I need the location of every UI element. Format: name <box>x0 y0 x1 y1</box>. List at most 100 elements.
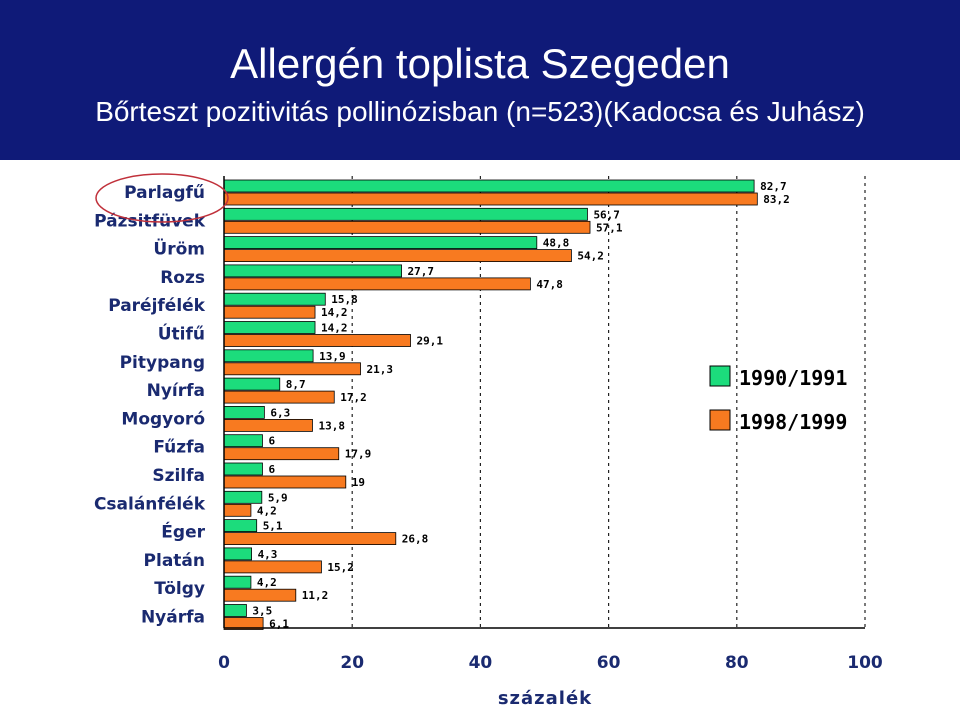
bar-value-label: 15,8 <box>331 293 358 306</box>
highlight <box>95 173 229 223</box>
bar-value-label: 4,2 <box>257 576 277 589</box>
bar <box>223 305 316 319</box>
bar-value-label: 56,7 <box>593 208 620 221</box>
category-label: Csalánfélék <box>94 494 206 514</box>
bar <box>223 377 281 391</box>
grid-lines <box>351 176 866 628</box>
bar <box>223 236 538 250</box>
bar-value-label: 6 <box>268 463 275 476</box>
bar <box>223 179 755 193</box>
bar <box>223 292 326 306</box>
bar-value-label: 29,1 <box>417 335 444 348</box>
category-labels: ParlagfűPázsitfüvekÜrömRozsParéjfélékÚti… <box>94 183 206 628</box>
legend-label: 1998/1999 <box>739 410 847 434</box>
bar-value-label: 48,8 <box>543 237 570 250</box>
x-axis: 0 20 40 60 80 100 százalék <box>218 176 883 709</box>
bar-value-label: 83,2 <box>763 193 790 206</box>
category-label: Mogyoró <box>121 409 205 429</box>
bar <box>223 334 411 347</box>
bar <box>223 349 314 363</box>
category-label: Szilfa <box>152 466 205 486</box>
category-label: Üröm <box>153 238 205 260</box>
bar-value-label: 47,8 <box>536 278 563 291</box>
bar <box>223 560 322 574</box>
bar-value-label: 13,9 <box>319 350 346 363</box>
category-label: Nyírfa <box>147 381 205 401</box>
legend-swatch <box>709 365 731 387</box>
bar <box>223 249 572 263</box>
x-axis-title: százalék <box>498 688 592 709</box>
category-label: Tölgy <box>154 579 205 599</box>
bar-value-label: 6 <box>268 435 275 448</box>
bar <box>223 192 758 206</box>
bar <box>223 475 347 489</box>
bar-value-labels: 82,783,256,757,148,854,227,747,815,814,2… <box>252 180 789 631</box>
bar <box>223 434 263 448</box>
bar-value-label: 5,1 <box>263 520 283 533</box>
bar-chart: 82,783,256,757,148,854,227,747,815,814,2… <box>94 173 883 709</box>
category-label: Nyárfa <box>141 608 205 628</box>
bar-value-label: 27,7 <box>408 265 435 278</box>
bar-value-label: 21,3 <box>367 363 394 376</box>
bar-value-label: 6,3 <box>270 406 290 419</box>
bar-value-label: 14,2 <box>321 322 348 335</box>
x-tick-label: 20 <box>340 653 364 673</box>
bar <box>223 207 588 221</box>
bar-value-label: 26,8 <box>402 533 429 546</box>
category-label: Pitypang <box>120 353 205 373</box>
bar <box>223 575 252 589</box>
bar <box>223 588 297 602</box>
bars <box>223 179 758 630</box>
bar-value-label: 54,2 <box>577 250 604 263</box>
bar <box>223 447 340 461</box>
bar-value-label: 82,7 <box>760 180 787 193</box>
bar <box>223 418 313 432</box>
slide-title: Allergén toplista Szegeden <box>230 40 730 87</box>
bar <box>223 220 591 234</box>
bar <box>223 503 252 517</box>
legend: 1990/1991 1998/1999 <box>709 365 847 434</box>
x-tick-label: 80 <box>725 653 749 673</box>
bar <box>223 547 252 561</box>
bar-value-label: 11,2 <box>302 589 329 602</box>
category-label: Útifű <box>158 323 205 345</box>
bar-value-label: 3,5 <box>252 605 272 618</box>
bar-value-label: 15,2 <box>327 561 354 574</box>
bar-value-label: 4,3 <box>258 548 278 561</box>
bar-value-label: 17,2 <box>340 391 367 404</box>
bar-value-label: 5,9 <box>268 491 288 504</box>
bar-value-label: 17,9 <box>345 448 372 461</box>
bar <box>223 264 402 278</box>
bar <box>223 362 361 376</box>
bar-value-label: 14,2 <box>321 306 348 319</box>
bar <box>223 321 316 334</box>
bar <box>223 277 531 291</box>
bar <box>223 405 265 419</box>
highlight-circle <box>95 173 229 223</box>
legend-swatch <box>709 409 731 431</box>
bar <box>223 519 258 532</box>
bar-value-label: 4,2 <box>257 504 277 517</box>
slide-subtitle: Bőrteszt pozitivitás pollinózisban (n=52… <box>95 96 865 127</box>
x-tick-label: 100 <box>847 653 883 673</box>
x-tick-label: 40 <box>469 653 493 673</box>
category-label: Éger <box>161 521 205 543</box>
bar <box>223 604 247 617</box>
bar <box>223 490 263 504</box>
category-label: Parlagfű <box>124 183 205 203</box>
category-label: Fűzfa <box>153 438 205 458</box>
x-tick-label: 0 <box>218 653 230 673</box>
title-band <box>0 0 960 160</box>
bar-value-label: 8,7 <box>286 378 306 391</box>
bar-value-label: 57,1 <box>596 221 623 234</box>
category-label: Rozs <box>160 268 205 288</box>
bar <box>223 390 335 404</box>
category-label: Paréjfélék <box>108 296 205 316</box>
category-label: Platán <box>144 551 205 571</box>
bar-value-label: 19 <box>352 476 365 489</box>
bar-value-label: 13,8 <box>318 419 345 432</box>
legend-label: 1990/1991 <box>739 366 847 390</box>
bar <box>223 532 397 545</box>
bar <box>223 462 263 476</box>
x-tick-label: 60 <box>597 653 621 673</box>
